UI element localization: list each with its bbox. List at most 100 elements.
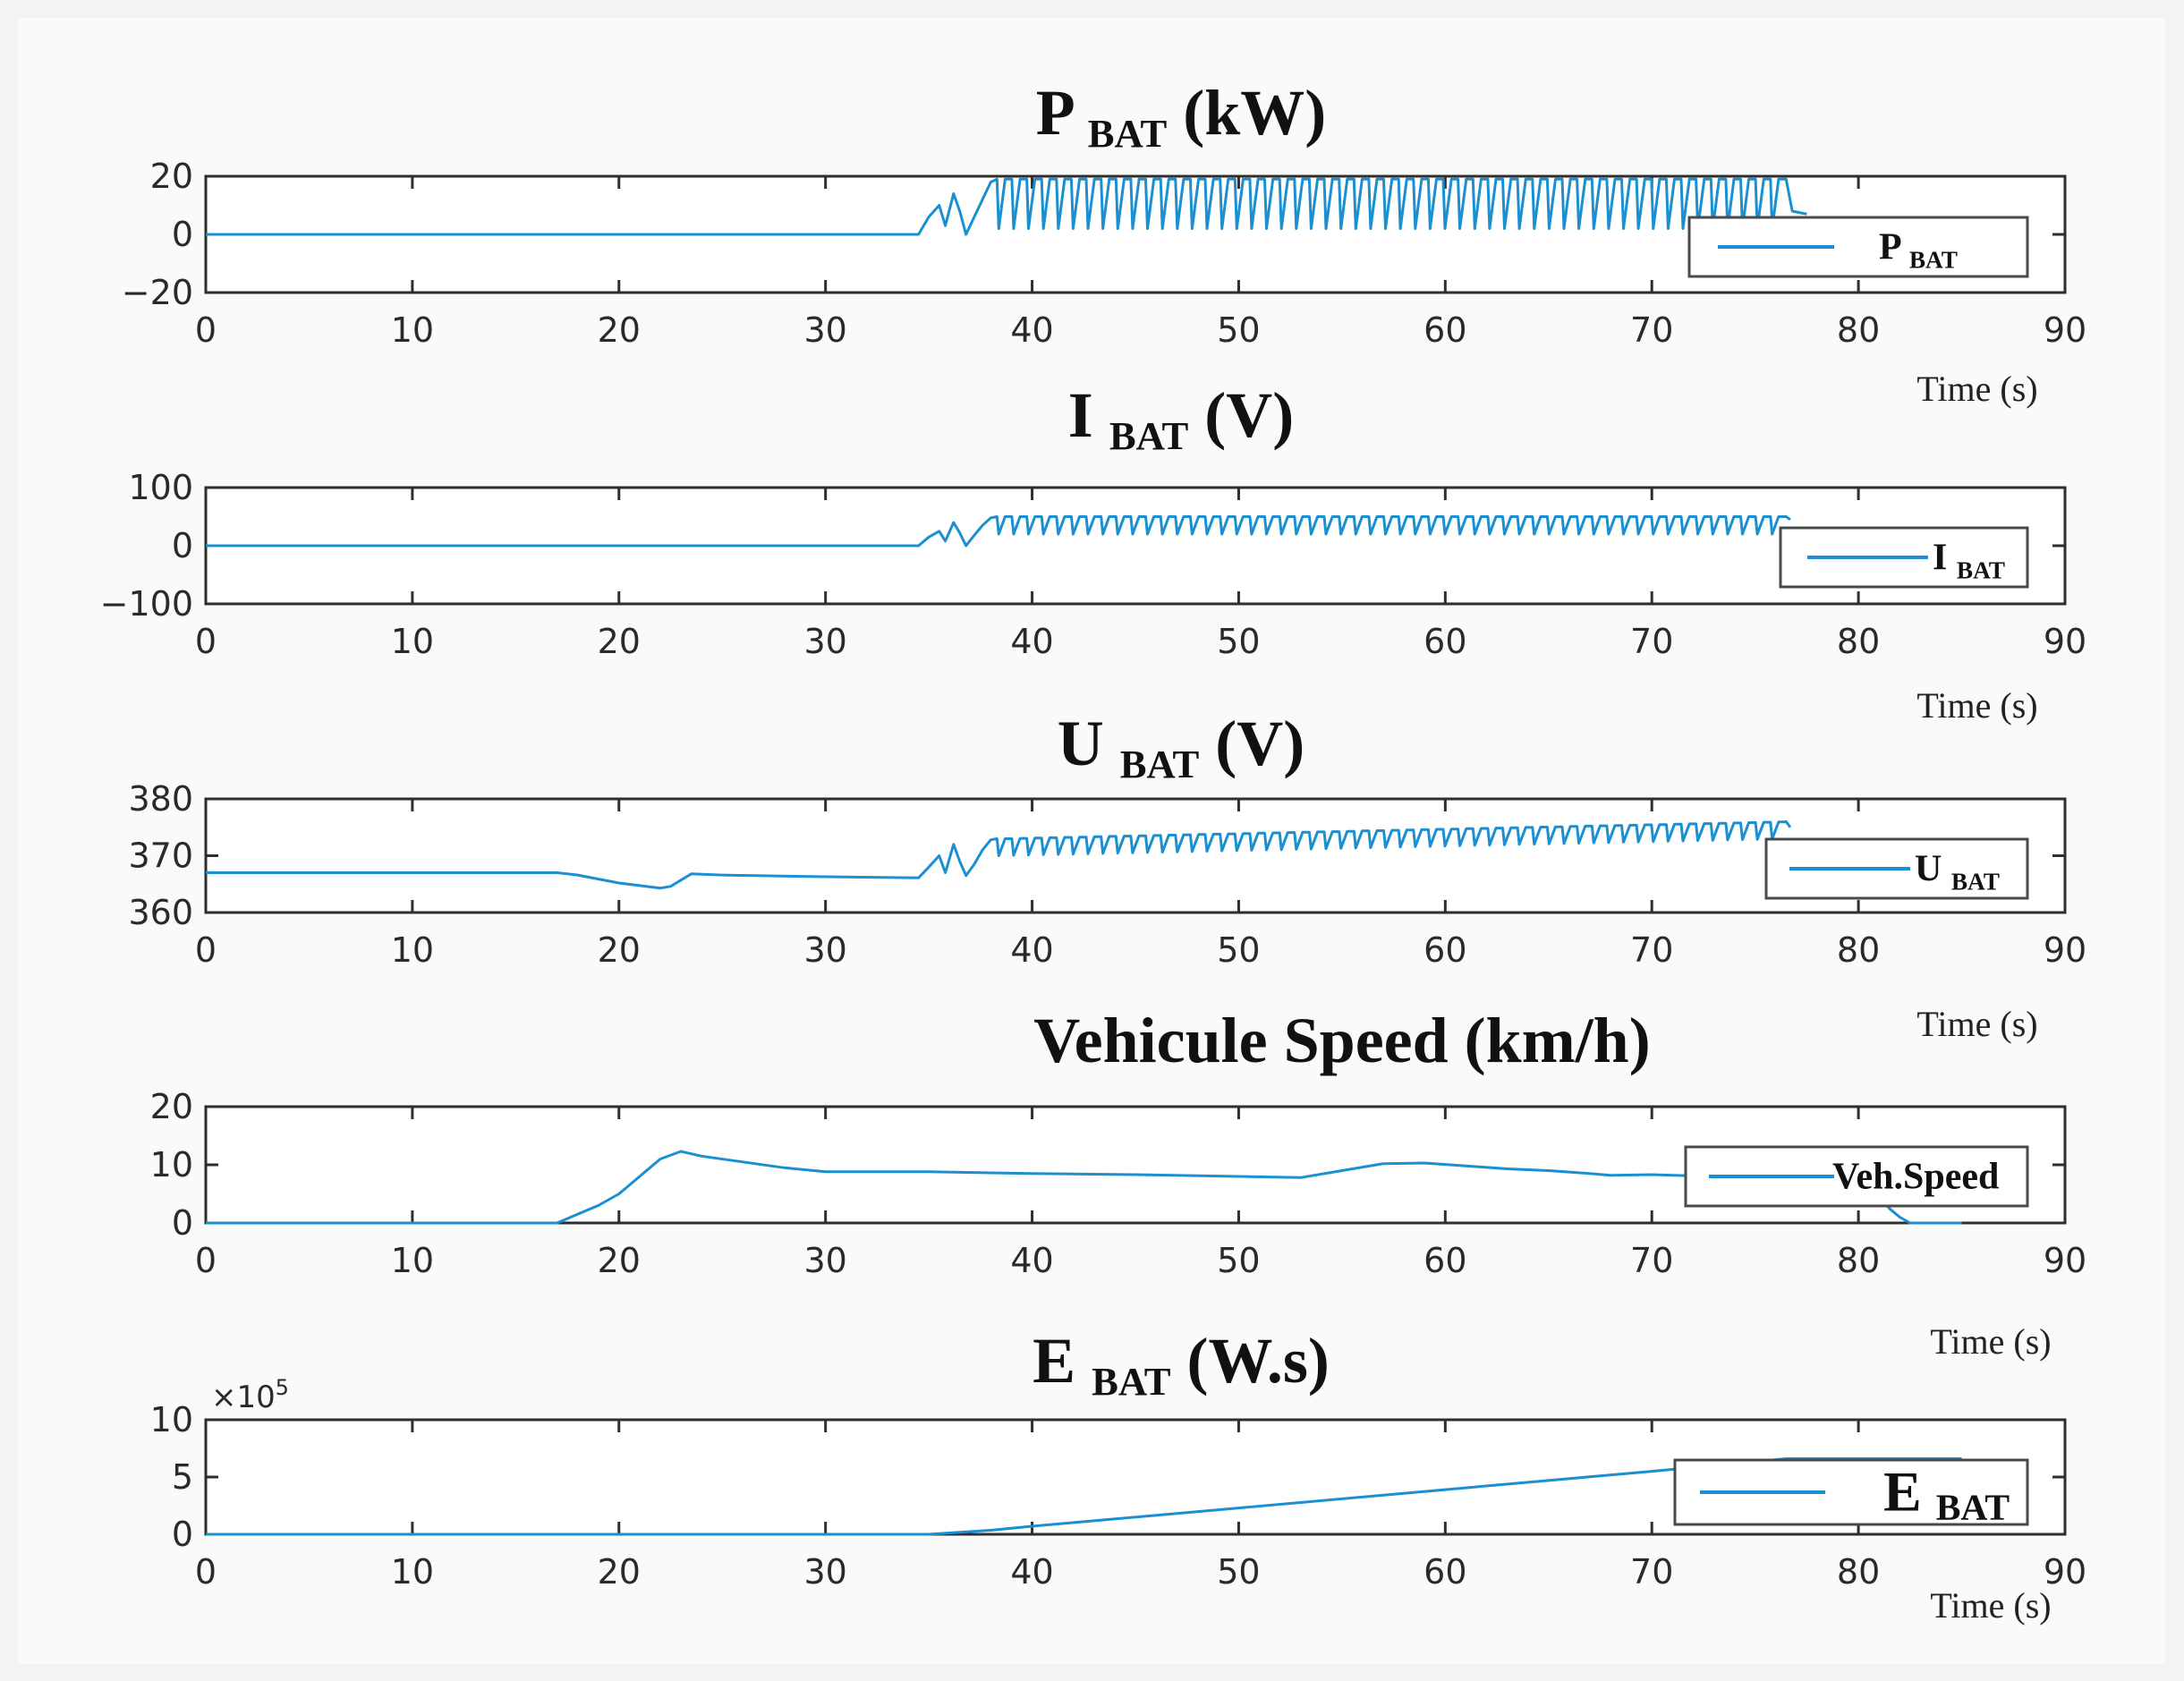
x-tick-label: 90 <box>2044 1552 2086 1592</box>
y-tick-label: 10 <box>150 1400 193 1439</box>
x-tick-label: 60 <box>1423 1241 1466 1280</box>
x-tick-label: 0 <box>195 310 217 350</box>
y-tick-label: 0 <box>172 526 193 565</box>
chart-panel-1: P BAT (kW)0 10 20 30 40 50 60 70 80 90200−20Time … <box>122 77 2086 409</box>
chart-title: Vehicule Speed (km/h) <box>1033 1005 1650 1076</box>
y-tick-label: −20 <box>122 273 193 312</box>
x-tick-label: 80 <box>1837 622 1880 661</box>
x-tick-label: 90 <box>2044 1241 2086 1280</box>
series-line <box>206 515 1791 548</box>
legend: P BAT <box>1687 216 2029 278</box>
axes-box <box>204 797 2067 914</box>
x-tick-label: 80 <box>1837 1241 1880 1280</box>
y-tick-label: 370 <box>128 836 193 876</box>
legend-label-main: P <box>1879 226 1901 267</box>
legend-label-main: E <box>1883 1459 1922 1523</box>
x-tick-label: 30 <box>803 310 846 350</box>
legend-label-space <box>1899 226 1909 267</box>
legend: U BAT <box>1764 837 2029 900</box>
x-tick-label: 90 <box>2044 310 2086 350</box>
chart-title: U BAT (V) <box>1058 708 1304 786</box>
chart-title-space <box>1104 708 1120 779</box>
x-tick-label: 90 <box>2044 622 2086 661</box>
legend: Veh.Speed <box>1684 1145 2029 1208</box>
x-tick-label: 30 <box>803 1552 846 1592</box>
legend-label-main: Veh.Speed <box>1832 1156 1999 1197</box>
x-tick-label: 20 <box>598 1241 641 1280</box>
chart-title-unit: (V) <box>1188 379 1294 451</box>
chart-panels: P BAT (kW)0 10 20 30 40 50 60 70 80 90200−20Time … <box>100 77 2087 1626</box>
chart-title-subscript: BAT <box>1120 742 1200 786</box>
x-tick-label: 40 <box>1010 310 1053 350</box>
x-tick-label: 30 <box>803 930 846 970</box>
x-axis-label: Time (s) <box>1916 685 2037 726</box>
x-tick-label: 20 <box>598 310 641 350</box>
y-tick-label: 10 <box>150 1145 193 1184</box>
x-tick-label: 70 <box>1630 1552 1673 1592</box>
legend: E BAT <box>1673 1458 2029 1527</box>
series-line <box>206 819 1792 890</box>
chart-title-subscript: BAT <box>1088 111 1168 156</box>
x-tick-label: 40 <box>1010 1241 1053 1280</box>
legend-label-space <box>1947 537 1957 578</box>
chart-panel-4: Vehicule Speed (km/h) 0 10 20 30 40 50 60 70 80 90… <box>150 1005 2087 1362</box>
x-tick-label: 70 <box>1630 310 1673 350</box>
chart-title-unit: (kW) <box>1167 77 1326 149</box>
y-tick-label: 360 <box>128 893 193 932</box>
legend-label: U BAT <box>1915 848 2000 895</box>
chart-panel-3: U BAT (V) 0 10 20 30 40 50 60 70 80 90 380 370 360 Tim… <box>128 708 2086 1044</box>
x-axis-label: Time (s) <box>1916 1004 2037 1044</box>
legend-label: Veh.Speed <box>1832 1156 1999 1197</box>
legend-label-subscript: BAT <box>1957 556 2005 583</box>
legend-label-space <box>1922 1459 1936 1523</box>
y-axis-multiplier-base: ×10 <box>211 1380 276 1415</box>
x-tick-label: 40 <box>1010 622 1053 661</box>
legend-label: E BAT <box>1883 1459 2010 1527</box>
y-axis-multiplier-exponent: 5 <box>276 1375 289 1400</box>
x-tick-label: 70 <box>1630 930 1673 970</box>
x-tick-label: 70 <box>1630 622 1673 661</box>
chart-title-main: U <box>1058 708 1104 779</box>
series-line <box>206 177 1807 236</box>
legend-label-subscript: BAT <box>1936 1486 2010 1527</box>
chart-panel-2: I BAT (V)0 10 20 30 40 50 60 70 80 901000−100Time… <box>100 379 2087 726</box>
x-tick-label: 80 <box>1837 310 1880 350</box>
x-tick-label: 30 <box>803 1241 846 1280</box>
y-tick-label: 380 <box>128 779 193 819</box>
y-tick-label: 0 <box>172 215 193 254</box>
x-tick-label: 30 <box>803 622 846 661</box>
chart-title: E BAT (W.s) <box>1033 1325 1330 1404</box>
y-tick-label: 0 <box>172 1203 193 1243</box>
y-tick-label: 20 <box>150 1087 193 1126</box>
x-tick-label: 90 <box>2044 930 2086 970</box>
x-axis-label: Time (s) <box>1930 1585 2051 1626</box>
chart-title: I BAT (V) <box>1068 379 1294 458</box>
x-tick-label: 70 <box>1630 1241 1673 1280</box>
chart-title-main: E <box>1033 1325 1075 1397</box>
x-tick-label: 10 <box>391 1552 434 1592</box>
x-tick-label: 10 <box>391 1241 434 1280</box>
x-tick-label: 0 <box>195 1552 217 1592</box>
legend-label-main: I <box>1933 537 1947 578</box>
y-tick-label: 5 <box>172 1457 193 1497</box>
x-tick-label: 0 <box>195 930 217 970</box>
legend-label-subscript: BAT <box>1909 246 1958 273</box>
x-tick-label: 50 <box>1217 622 1260 661</box>
x-tick-label: 40 <box>1010 1552 1053 1592</box>
chart-title: P BAT (kW) <box>1036 77 1326 156</box>
x-tick-label: 50 <box>1217 310 1260 350</box>
y-tick-label: −100 <box>100 584 193 624</box>
legend: I BAT <box>1779 526 2029 589</box>
legend-label: I BAT <box>1933 537 2005 583</box>
chart-title-subscript: BAT <box>1109 413 1189 458</box>
legend-label-subscript: BAT <box>1951 868 2000 895</box>
x-tick-label: 40 <box>1010 930 1053 970</box>
x-axis-label: Time (s) <box>1916 369 2037 409</box>
x-tick-label: 80 <box>1837 1552 1880 1592</box>
x-tick-label: 0 <box>195 1241 217 1280</box>
chart-title-space <box>1072 77 1088 149</box>
x-tick-label: 50 <box>1217 1241 1260 1280</box>
chart-title-space <box>1075 1325 1092 1397</box>
x-tick-label: 60 <box>1423 1552 1466 1592</box>
y-axis-multiplier: ×105 <box>211 1375 289 1415</box>
